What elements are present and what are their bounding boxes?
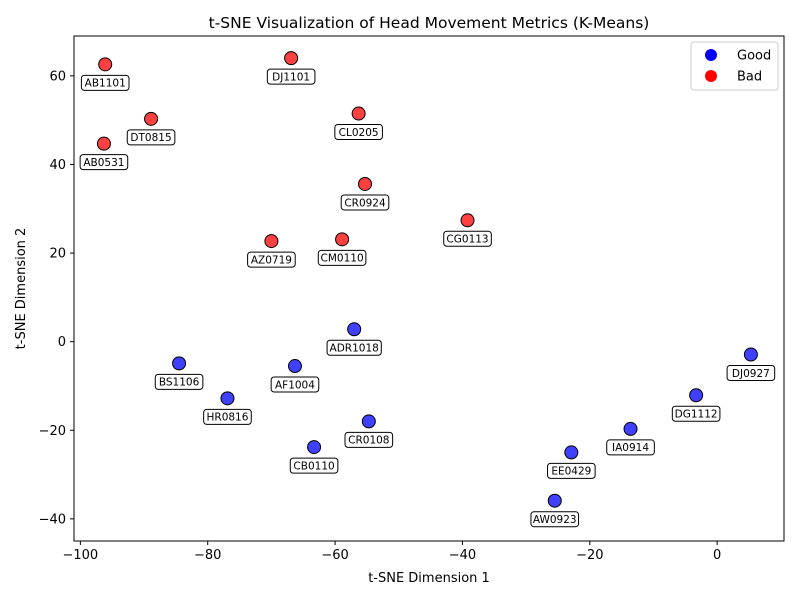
data-point-good	[361, 414, 376, 429]
data-point-good	[287, 359, 302, 374]
point-label: CR0924	[344, 197, 386, 209]
data-point-bad	[335, 232, 350, 247]
legend-label-bad: Bad	[737, 70, 762, 85]
point-label-box	[203, 408, 252, 425]
point-label: AB1101	[85, 78, 126, 90]
point-label-box	[247, 251, 296, 268]
data-point-bad	[358, 176, 373, 191]
point-label-box	[154, 373, 204, 390]
y-tick-label: 20	[49, 247, 66, 262]
y-tick-label: 60	[49, 69, 66, 84]
chart-title: t-SNE Visualization of Head Movement Met…	[209, 14, 650, 32]
data-point-good	[172, 356, 187, 371]
data-point-good	[220, 391, 235, 406]
point-label-box	[606, 439, 655, 456]
x-tick-label: −80	[194, 548, 221, 563]
data-point-good	[743, 347, 758, 362]
point-label-box	[270, 376, 320, 393]
point-label-box	[79, 154, 129, 171]
x-tick-label: −40	[449, 548, 476, 563]
point-label: DJ0927	[732, 368, 770, 380]
point-label: AW0923	[533, 514, 577, 526]
plot-area-frame	[73, 35, 785, 542]
point-label: BS1106	[159, 377, 200, 389]
data-point-bad	[98, 57, 113, 72]
point-label: AB0531	[83, 157, 124, 169]
data-point-good	[564, 445, 579, 460]
point-label-box	[671, 405, 721, 422]
point-label: DG1112	[675, 409, 718, 421]
y-tick-label: −40	[39, 512, 66, 527]
point-label: IA0914	[612, 442, 649, 454]
data-point-bad	[284, 51, 299, 66]
point-label: CB0110	[293, 460, 334, 472]
point-label-box	[344, 431, 394, 448]
data-point-labels: ADR1018 BS1106 AF1004 HR0816 CR0108 CB0110 DJ0…	[79, 68, 776, 528]
point-label-box	[726, 365, 776, 382]
data-point-bad	[264, 234, 279, 249]
x-tick-label: −100	[63, 548, 99, 563]
point-label-box	[334, 124, 383, 141]
point-label: AZ0719	[251, 254, 292, 266]
data-point-bad	[460, 213, 475, 228]
data-point-bad	[351, 106, 366, 121]
y-tick-label: 40	[49, 158, 66, 173]
x-axis-ticks: −100 −80 −60 −40 −20 0	[63, 541, 721, 563]
point-label: CM0110	[321, 253, 364, 265]
data-point-good	[689, 388, 704, 403]
point-label-box	[266, 68, 316, 85]
legend-marker-good	[705, 49, 717, 61]
point-label: EE0429	[551, 466, 591, 478]
point-label: ADR1018	[330, 343, 379, 355]
x-tick-label: 0	[713, 548, 721, 563]
data-point-good	[347, 322, 362, 337]
data-point-good	[307, 440, 322, 455]
point-label-box	[530, 511, 580, 528]
point-label: CG0113	[446, 234, 488, 246]
point-label: DJ1101	[272, 71, 310, 83]
x-tick-label: −20	[576, 548, 603, 563]
data-point-good	[547, 493, 562, 508]
point-label-box	[443, 230, 492, 247]
point-label: DT0815	[130, 132, 171, 144]
chart-legend: Good Bad	[690, 41, 779, 91]
y-axis-ticks: −40 −20 0 20 40 60	[39, 69, 74, 527]
x-axis-title: t-SNE Dimension 1	[368, 571, 490, 586]
point-label: AF1004	[275, 379, 315, 391]
point-label-box	[317, 249, 367, 266]
y-tick-label: −20	[39, 424, 66, 439]
point-label-box	[547, 462, 596, 479]
data-point-bad	[144, 111, 159, 126]
point-label-box	[289, 457, 339, 474]
y-tick-label: 0	[58, 335, 66, 350]
data-point-good	[623, 421, 638, 436]
point-label-box	[126, 129, 176, 146]
legend-label-good: Good	[737, 49, 771, 64]
point-label-box	[80, 74, 130, 91]
point-label: CR0108	[348, 435, 389, 447]
point-label: CL0205	[339, 127, 379, 139]
x-tick-label: −60	[321, 548, 348, 563]
point-label-box	[326, 339, 382, 356]
point-label-box	[340, 194, 390, 211]
data-point-bad	[96, 136, 111, 151]
data-points	[96, 51, 758, 508]
legend-marker-bad	[705, 70, 717, 82]
point-label: HR0816	[207, 412, 249, 424]
y-axis-title: t-SNE Dimension 2	[14, 228, 29, 350]
